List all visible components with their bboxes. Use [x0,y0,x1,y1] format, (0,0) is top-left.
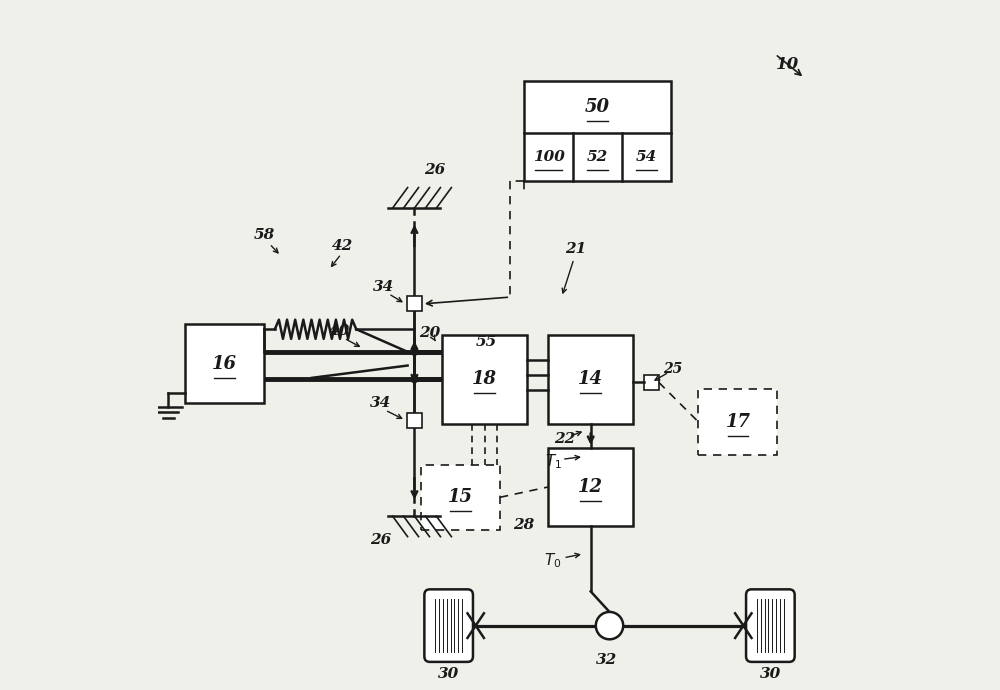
Bar [548,335,633,424]
Bar [407,297,422,311]
Text: 26: 26 [370,533,391,547]
Text: 52: 52 [587,150,608,164]
Text: 55: 55 [476,335,497,348]
Text: 32: 32 [595,653,617,667]
Text: 20: 20 [419,326,440,339]
Text: 50: 50 [585,98,610,116]
Text: $T_0$: $T_0$ [544,551,562,570]
Bar [548,448,633,526]
FancyBboxPatch shape [424,589,473,662]
Bar [407,413,422,428]
Text: 14: 14 [578,371,603,388]
Circle shape [411,348,418,355]
Text: 17: 17 [725,413,750,431]
Text: 22: 22 [554,432,575,446]
Text: 34: 34 [370,396,391,410]
Text: 40: 40 [329,324,350,338]
Text: 10: 10 [776,56,799,73]
Text: 30: 30 [438,667,459,680]
Text: 54: 54 [636,150,657,164]
Text: 16: 16 [212,355,237,373]
Text: 21: 21 [565,242,586,256]
FancyBboxPatch shape [746,589,795,662]
Bar [698,389,777,455]
Text: 28: 28 [513,518,535,532]
Text: 26: 26 [424,164,446,177]
Circle shape [596,612,623,640]
Bar [524,81,671,181]
Text: 18: 18 [472,371,497,388]
Text: 34: 34 [373,280,394,294]
Bar [185,324,264,403]
Text: 100: 100 [533,150,564,164]
Text: 30: 30 [760,667,781,680]
Text: $T_1$: $T_1$ [545,452,562,471]
Circle shape [411,376,418,383]
Bar [421,465,500,530]
Text: 25: 25 [663,362,682,375]
Text: 42: 42 [332,239,353,253]
Bar [644,375,659,390]
Bar [442,335,527,424]
Text: 58: 58 [253,228,274,242]
Text: 12: 12 [578,478,603,496]
Text: 15: 15 [448,489,473,506]
